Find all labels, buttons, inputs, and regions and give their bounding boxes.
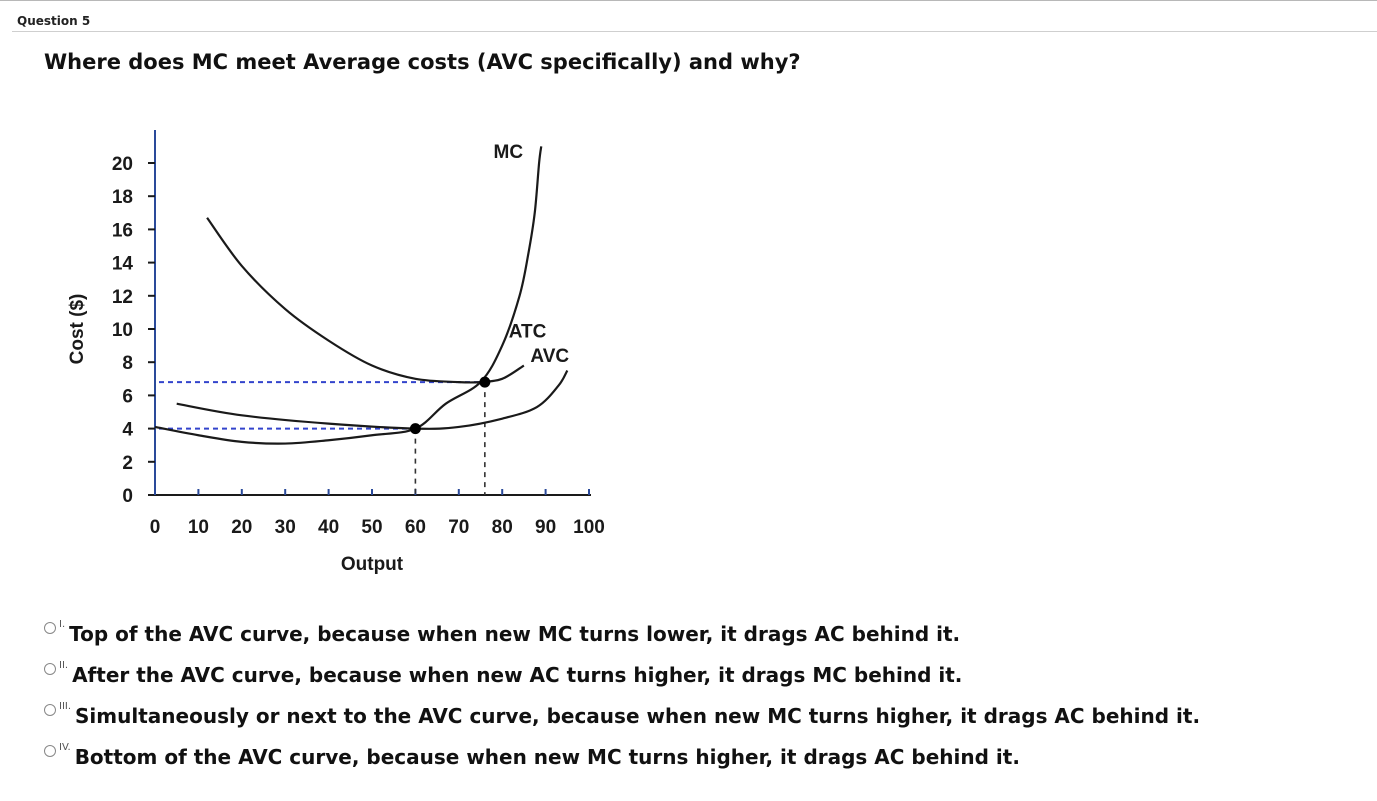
x-tick-label: 30 xyxy=(275,517,296,538)
y-tick-label: 20 xyxy=(112,154,133,175)
answer-options: I. Top of the AVC curve, because when ne… xyxy=(44,617,1200,781)
intersection-point xyxy=(479,376,491,388)
option-3[interactable]: III. Simultaneously or next to the AVC c… xyxy=(44,699,1200,740)
question-divider xyxy=(12,31,1377,32)
y-tick-label: 6 xyxy=(122,386,133,407)
x-tick-label: 20 xyxy=(231,517,252,538)
y-tick-label: 14 xyxy=(112,254,134,275)
x-tick-label: 70 xyxy=(448,517,469,538)
question-number: Question 5 xyxy=(17,14,91,28)
option-text: After the AVC curve, because when new AC… xyxy=(72,663,963,687)
chart-svg: 0 2 4 6 8 10 12 14 16 18 20 0 10 20 30 40 50 60 70 80 90 100 O… xyxy=(67,130,605,575)
option-4[interactable]: IV. Bottom of the AVC curve, because whe… xyxy=(44,740,1200,781)
y-tick-label: 2 xyxy=(122,453,133,474)
y-tick-label: 8 xyxy=(122,353,133,374)
option-numeral: II. xyxy=(59,660,69,671)
top-divider xyxy=(0,0,1377,1)
option-text: Bottom of the AVC curve, because when ne… xyxy=(74,745,1020,769)
x-tick-label: 10 xyxy=(188,517,209,538)
avc-curve xyxy=(176,369,569,430)
option-1[interactable]: I. Top of the AVC curve, because when ne… xyxy=(44,617,1200,658)
x-tick-label: 90 xyxy=(535,517,556,538)
y-tick-label: 0 xyxy=(122,486,133,507)
intersection-point xyxy=(409,423,421,435)
option-numeral: III. xyxy=(59,701,72,712)
y-axis-label: Cost ($) xyxy=(67,294,88,365)
x-tick-label: 100 xyxy=(573,517,605,538)
x-tick-label: 80 xyxy=(492,517,513,538)
avc-label: AVC xyxy=(530,346,569,367)
atc-label: ATC xyxy=(509,321,547,342)
y-tick-label: 12 xyxy=(112,287,133,308)
option-2[interactable]: II. After the AVC curve, because when ne… xyxy=(44,658,1200,699)
x-tick-label: 50 xyxy=(361,517,382,538)
x-tick-label: 0 xyxy=(150,517,161,538)
y-tick-label: 16 xyxy=(112,220,133,241)
x-tick-label: 40 xyxy=(318,517,339,538)
y-tick-label: 10 xyxy=(112,320,133,341)
radio-button[interactable] xyxy=(44,622,56,634)
x-tick-label: 60 xyxy=(405,517,426,538)
mc-label: MC xyxy=(494,142,524,163)
y-tick-label: 4 xyxy=(122,420,133,441)
question-text: Where does MC meet Average costs (AVC sp… xyxy=(44,50,801,74)
option-text: Simultaneously or next to the AVC curve,… xyxy=(75,704,1201,728)
x-axis-label: Output xyxy=(341,554,404,575)
y-tick-label: 18 xyxy=(112,187,133,208)
radio-button[interactable] xyxy=(44,745,56,757)
mc-curve xyxy=(154,146,543,445)
cost-curves-chart: 0 2 4 6 8 10 12 14 16 18 20 0 10 20 30 40 50 60 70 80 90 100 O… xyxy=(55,120,625,590)
radio-button[interactable] xyxy=(44,704,56,716)
radio-button[interactable] xyxy=(44,663,56,675)
option-numeral: IV. xyxy=(59,742,71,753)
option-numeral: I. xyxy=(59,619,66,630)
atc-curve xyxy=(206,217,525,384)
option-text: Top of the AVC curve, because when new M… xyxy=(69,622,961,646)
